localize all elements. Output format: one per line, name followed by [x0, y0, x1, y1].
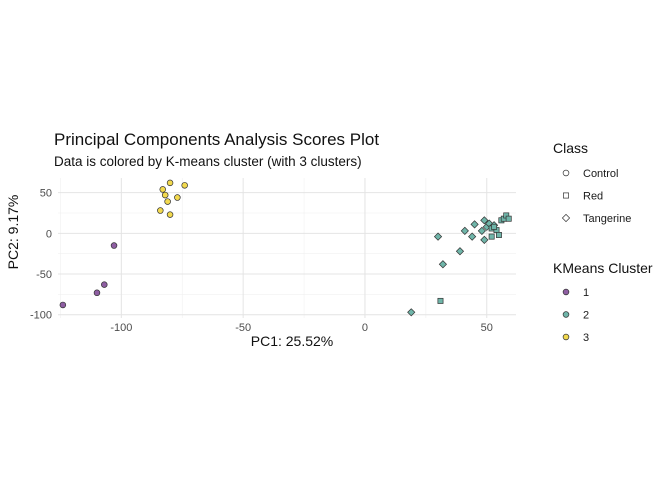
tick-labels: -100 -50 0 50 -100 -50 0 50 — [30, 188, 493, 334]
y-axis-label: PC2: 9.17% — [5, 195, 21, 270]
data-point — [59, 301, 67, 309]
data-point — [166, 211, 174, 218]
data-point — [174, 194, 181, 201]
data-point — [488, 233, 495, 240]
data-point — [181, 182, 188, 189]
data-point — [505, 215, 512, 222]
color-legend: KMeans Cluster 1 2 3 — [553, 260, 653, 344]
shape-legend: Class Control Red Tangerine — [553, 140, 631, 225]
data-point — [480, 235, 489, 244]
data-point — [438, 260, 448, 269]
data-points — [59, 179, 512, 317]
data-point — [93, 289, 101, 297]
data-point — [470, 220, 479, 229]
data-point — [433, 232, 443, 241]
data-point — [101, 281, 108, 288]
data-point — [491, 223, 498, 230]
data-point — [110, 242, 118, 249]
x-tick-label: 0 — [362, 322, 368, 334]
data-point — [407, 308, 416, 317]
legend-label: 1 — [583, 287, 589, 299]
x-axis-label: PC1: 25.52% — [251, 333, 334, 349]
legend-key-cluster — [562, 288, 570, 296]
legend-key-diamond — [561, 213, 571, 223]
legend-label: Control — [583, 168, 618, 180]
data-point — [159, 186, 167, 193]
data-point — [455, 247, 465, 256]
chart-title: Principal Components Analysis Scores Plo… — [54, 130, 379, 149]
legend-label: Red — [583, 191, 603, 203]
x-tick-label: -50 — [235, 322, 251, 334]
legend-key-cluster — [562, 311, 570, 318]
data-point — [477, 226, 486, 236]
data-point — [480, 216, 489, 225]
y-tick-label: -50 — [36, 269, 52, 281]
data-point — [166, 179, 174, 187]
chart-subtitle: Data is colored by K-means cluster (with… — [54, 154, 362, 169]
legend-label: Tangerine — [583, 213, 631, 225]
color-legend-title: KMeans Cluster — [553, 260, 653, 276]
legend-key-square — [563, 192, 569, 199]
gridlines — [58, 178, 516, 318]
data-point — [495, 232, 502, 238]
y-tick-label: -100 — [30, 310, 52, 322]
legend-key-circle — [562, 169, 570, 177]
legend-key-cluster — [562, 333, 570, 341]
legend-label: 3 — [583, 332, 589, 344]
shape-legend-title: Class — [553, 140, 588, 156]
y-tick-label: 50 — [40, 188, 52, 200]
y-tick-label: 0 — [46, 228, 52, 240]
x-tick-label: 50 — [481, 322, 493, 334]
data-point — [157, 207, 164, 214]
legend-label: 2 — [583, 310, 589, 322]
x-tick-label: -100 — [110, 322, 132, 334]
data-point — [460, 226, 469, 236]
data-point — [437, 297, 444, 304]
data-point — [164, 198, 171, 205]
data-point — [468, 232, 477, 241]
data-point — [161, 191, 169, 199]
